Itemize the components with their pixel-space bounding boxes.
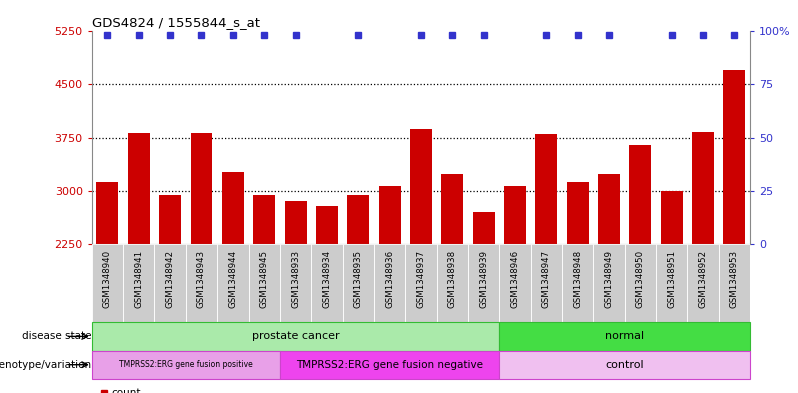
Text: prostate cancer: prostate cancer (251, 331, 339, 342)
Text: control: control (606, 360, 644, 370)
Bar (468, 244, 500, 322)
Bar (222, 171, 244, 244)
Text: GSM1348942: GSM1348942 (166, 250, 175, 308)
Text: GSM1348953: GSM1348953 (730, 250, 739, 308)
Bar (128, 133, 150, 244)
Text: GSM1348952: GSM1348952 (698, 250, 708, 308)
Bar (123, 244, 155, 322)
Text: GSM1348940: GSM1348940 (103, 250, 112, 308)
Bar (159, 195, 181, 244)
Bar (285, 200, 306, 244)
Bar (535, 134, 557, 244)
Bar (316, 206, 338, 244)
Bar (472, 212, 495, 244)
Text: GSM1348947: GSM1348947 (542, 250, 551, 308)
Text: TMPRSS2:ERG gene fusion negative: TMPRSS2:ERG gene fusion negative (296, 360, 483, 370)
Bar (410, 129, 432, 244)
Bar (405, 244, 437, 322)
Text: GSM1348946: GSM1348946 (511, 250, 519, 308)
Bar (155, 244, 186, 322)
Bar (594, 244, 625, 322)
Text: GSM1348934: GSM1348934 (322, 250, 331, 308)
Bar (217, 244, 248, 322)
Bar (504, 186, 526, 244)
Bar (311, 244, 342, 322)
Text: GSM1348950: GSM1348950 (636, 250, 645, 308)
Legend: count, percentile rank within the sample: count, percentile rank within the sample (97, 384, 291, 393)
Text: normal: normal (605, 331, 644, 342)
Bar (661, 191, 683, 244)
Text: GSM1348937: GSM1348937 (417, 250, 425, 308)
Text: GSM1348945: GSM1348945 (259, 250, 269, 308)
Bar (692, 132, 714, 244)
Bar (191, 133, 212, 244)
Bar (630, 145, 651, 244)
Bar (186, 244, 217, 322)
Bar (724, 70, 745, 244)
Text: GSM1348948: GSM1348948 (573, 250, 583, 308)
Bar (441, 174, 464, 244)
Text: GSM1348939: GSM1348939 (479, 250, 488, 308)
Bar (598, 174, 620, 244)
Bar (280, 351, 500, 379)
Bar (253, 195, 275, 244)
Bar (92, 322, 500, 351)
Text: GSM1348935: GSM1348935 (354, 250, 363, 308)
Text: GSM1348944: GSM1348944 (228, 250, 237, 308)
Text: GSM1348951: GSM1348951 (667, 250, 676, 308)
Bar (347, 195, 369, 244)
Bar (92, 351, 280, 379)
Text: GSM1348938: GSM1348938 (448, 250, 456, 308)
Bar (374, 244, 405, 322)
Bar (500, 244, 531, 322)
Bar (656, 244, 687, 322)
Text: GSM1348936: GSM1348936 (385, 250, 394, 308)
Bar (97, 182, 118, 244)
Text: genotype/variation: genotype/variation (0, 360, 91, 370)
Text: GSM1348949: GSM1348949 (605, 250, 614, 308)
Bar (687, 244, 719, 322)
Bar (437, 244, 468, 322)
Bar (378, 186, 401, 244)
Text: GSM1348943: GSM1348943 (197, 250, 206, 308)
Bar (280, 244, 311, 322)
Bar (719, 244, 750, 322)
Bar (248, 244, 280, 322)
Text: disease state: disease state (22, 331, 91, 342)
Bar (531, 244, 562, 322)
Text: TMPRSS2:ERG gene fusion positive: TMPRSS2:ERG gene fusion positive (119, 360, 253, 369)
Bar (500, 351, 750, 379)
Bar (567, 182, 589, 244)
Text: GSM1348933: GSM1348933 (291, 250, 300, 308)
Bar (500, 322, 750, 351)
Text: GSM1348941: GSM1348941 (134, 250, 144, 308)
Bar (342, 244, 374, 322)
Bar (92, 244, 123, 322)
Bar (562, 244, 594, 322)
Bar (625, 244, 656, 322)
Text: GDS4824 / 1555844_s_at: GDS4824 / 1555844_s_at (92, 16, 260, 29)
